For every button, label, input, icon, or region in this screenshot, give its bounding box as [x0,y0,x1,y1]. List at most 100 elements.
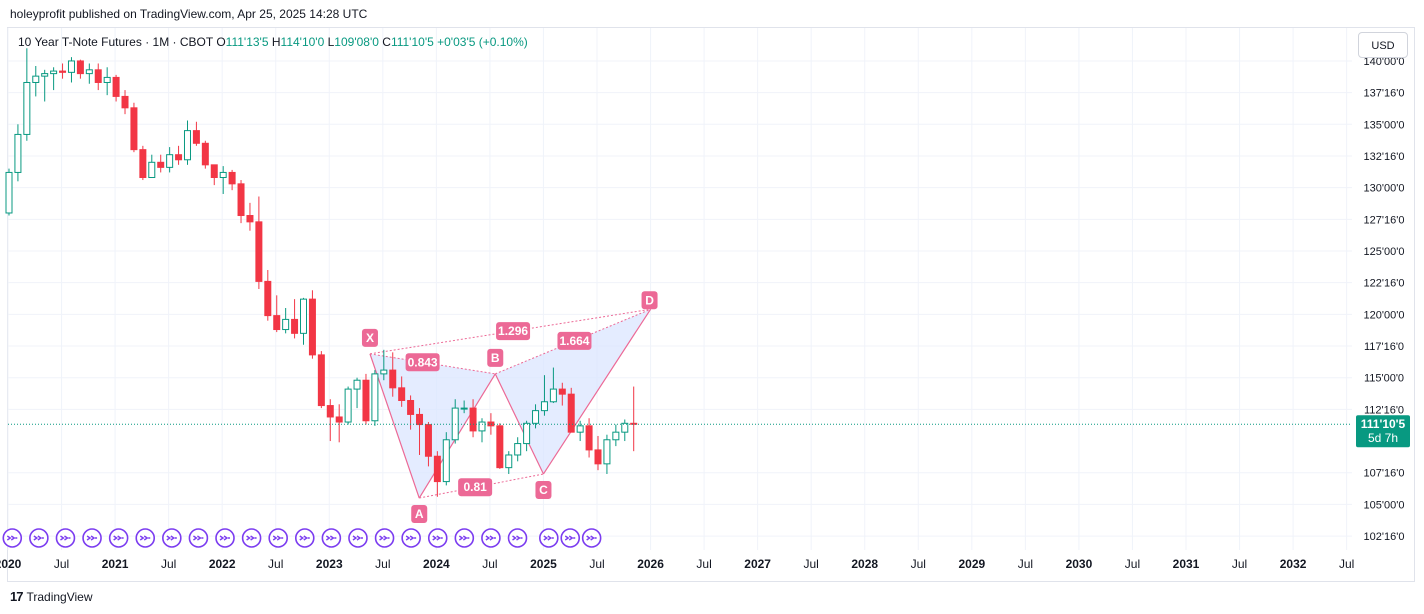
pattern-ratio-line [369,308,651,355]
dividend-event-icon[interactable] [29,528,49,548]
candle-body [192,130,200,144]
pattern-point-D-bg [641,291,658,310]
candle-body [94,69,102,83]
event-circle [294,528,315,548]
open-value: 111'13'5 [225,35,269,49]
dividend-event-icon[interactable] [427,528,448,548]
price-tick-label: 130'00'0 [1364,183,1405,195]
pattern-ratio-label: 0.81 [458,478,493,497]
candle [594,435,602,471]
dividend-event-icon[interactable] [560,528,581,548]
dividend-event-icon[interactable] [321,528,342,548]
symbol-legend[interactable]: 10 Year T-Note Futures · 1M · CBOT O111'… [18,34,528,50]
price-tick-label: 125'00'0 [1364,246,1405,258]
candle-body [166,154,174,168]
time-tick-label: 2025 [530,557,557,571]
candle [469,399,477,438]
dividend-event-icon[interactable] [2,528,23,548]
candle-body [505,454,513,469]
dividend-event-icon[interactable] [241,528,262,548]
pattern-point-X-bg [361,328,378,347]
candle [148,154,156,179]
pattern-point-B-text: B [491,351,500,365]
candle-body [371,373,379,422]
time-tick-label: 2022 [209,557,236,571]
pattern-leg [542,308,652,475]
candle [558,382,566,406]
candle-body [612,431,620,441]
dividend-event-icon[interactable] [294,528,315,548]
event-arrows [33,535,44,541]
chart-grid [7,28,1352,550]
time-tick-label: Jul [161,557,176,571]
time-tick-label: 2028 [851,557,878,571]
dividend-event-icon[interactable] [82,528,102,548]
pattern-point-A: A [411,505,428,524]
dividend-event-icon[interactable] [215,528,235,548]
price-tick-label: 137'16'0 [1364,88,1405,100]
candle [76,59,84,79]
dividend-event-icon[interactable] [188,528,209,548]
candle-body [407,399,415,415]
pattern-point-C-text: C [539,483,548,497]
candle [603,434,611,474]
pattern-ratio-label-bg [458,478,493,497]
pattern-ratio-line [369,353,496,375]
candle-body [523,422,531,445]
dividend-event-icon[interactable] [108,528,129,548]
dividend-event-icon[interactable] [481,528,501,548]
event-circle [539,528,559,548]
candle-body [291,318,299,334]
candle-body [5,171,13,214]
candle-body [317,354,325,407]
dividend-event-icon[interactable] [348,528,368,548]
event-circle [581,528,602,548]
candle-body [148,161,156,179]
time-tick-label: Jul [1339,557,1354,571]
candle [255,196,263,289]
candle [300,297,308,345]
pattern-ratio-label-bg [405,353,440,372]
candle [540,375,548,416]
candle [157,154,165,173]
time-tick-label: Jul [54,557,69,571]
dividend-event-icon[interactable] [268,528,288,548]
price-tick-label: 115'00'0 [1364,373,1404,385]
dividend-event-icon[interactable] [539,528,559,548]
candle [130,102,138,153]
time-tick-label: Jul [268,557,283,571]
dividend-event-icon[interactable] [507,528,528,548]
candle-body [32,75,40,83]
candle-body [353,379,361,390]
high-value: 114'10'0 [280,35,325,49]
dividend-event-icon[interactable] [581,528,602,548]
candle-body [282,318,290,331]
candle [228,169,236,191]
candle [23,48,31,141]
price-tick-label: 117'16'0 [1364,341,1404,353]
candle [353,377,361,409]
dividend-event-icon[interactable] [135,528,156,548]
currency-button[interactable]: USD [1358,32,1408,58]
dividend-event-icon[interactable] [401,528,421,548]
candle-body [228,171,236,185]
price-tick-label: 140'00'0 [1364,56,1405,68]
candle-body [23,81,31,135]
candle-body [76,60,84,75]
time-tick-label: 2024 [423,557,450,571]
event-arrows [246,535,257,541]
event-circle [135,528,156,548]
dividend-event-icon[interactable] [162,528,182,548]
candle-body [380,369,388,375]
dividend-event-icon[interactable] [55,528,76,548]
candle-body [469,407,477,432]
candle-body [416,413,424,426]
dividend-event-icon[interactable] [454,528,475,548]
event-arrows [272,535,284,541]
dividend-event-icon[interactable] [374,528,395,548]
candle-body [567,393,575,433]
candle-body [130,107,138,151]
candle [183,120,191,165]
price-tick-label: 120'00'0 [1364,309,1405,321]
